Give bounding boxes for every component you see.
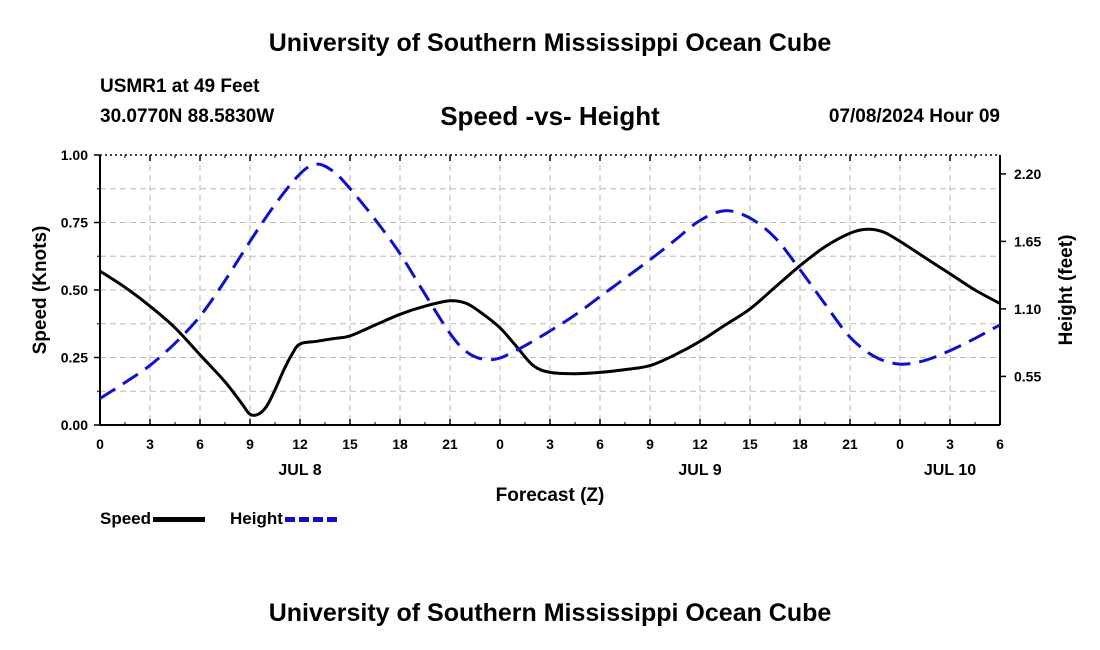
page-title: University of Southern Mississippi Ocean… (268, 29, 832, 57)
legend-height-swatch (284, 516, 337, 522)
forecast-datetime: 07/08/2024 Hour 09 (828, 106, 1000, 127)
x-tick-label: 9 (646, 436, 654, 452)
legend-speed: Speed (100, 509, 206, 529)
x-tick-label: 0 (496, 436, 504, 452)
station-label: USMR1 at 49 Feet (100, 76, 260, 97)
x-tick-label: 0 (96, 436, 104, 452)
y-left-tick-label: 0.50 (61, 282, 88, 298)
y-left-tick-label: 1.00 (61, 147, 88, 163)
x-tick-label: 6 (996, 436, 1004, 452)
legend-height: Height (230, 509, 337, 529)
y-right-tick-label: 1.65 (1014, 233, 1041, 249)
station-coordinates: 30.0770N 88.5830W (100, 106, 275, 127)
speed-series-line (99, 227, 1001, 417)
y-right-tick-label: 2.20 (1014, 166, 1041, 182)
x-tick-label: 18 (792, 436, 808, 452)
footer-title: University of Southern Mississippi Ocean… (268, 599, 832, 627)
y-left-tick-label: 0.75 (61, 215, 88, 231)
x-tick-label: 9 (246, 436, 254, 452)
x-tick-label: 3 (946, 436, 954, 452)
x-date-label: JUL 10 (924, 462, 976, 479)
x-tick-label: 12 (692, 436, 708, 452)
y-right-axis-title: Height (feet) (1056, 235, 1077, 346)
x-tick-label: 15 (742, 436, 758, 452)
y-right-tick-label: 0.55 (1014, 368, 1041, 384)
x-axis-title: Forecast (Z) (496, 485, 605, 506)
legend-speed-swatch (153, 516, 206, 522)
chart-subtitle: Speed -vs- Height (440, 101, 660, 131)
x-tick-label: 18 (392, 436, 408, 452)
speed-height-chart: 0 3 6 9 12 15 18 21 0 3 6 9 12 15 18 21 0 3 6 JUL 8 JUL 9 JUL… (30, 147, 1077, 506)
x-tick-label: 0 (896, 436, 904, 452)
x-date-label: JUL 9 (678, 462, 721, 479)
y-left-axis-title: Speed (Knots) (30, 226, 51, 355)
x-tick-label: 6 (596, 436, 604, 452)
y-left-tick-label: 0.00 (61, 417, 88, 433)
legend-height-label: Height (230, 509, 283, 528)
legend-speed-label: Speed (100, 509, 152, 528)
x-tick-label: 3 (546, 436, 554, 452)
x-date-label: JUL 8 (278, 462, 321, 479)
height-series-line (99, 162, 1001, 400)
x-tick-label: 21 (842, 436, 858, 452)
x-tick-label: 6 (196, 436, 204, 452)
y-right-tick-label: 1.10 (1014, 301, 1041, 317)
x-tick-label: 21 (442, 436, 458, 452)
x-tick-label: 12 (292, 436, 308, 452)
y-left-tick-label: 0.25 (61, 350, 88, 366)
x-tick-label: 15 (342, 436, 358, 452)
x-tick-label: 3 (146, 436, 154, 452)
